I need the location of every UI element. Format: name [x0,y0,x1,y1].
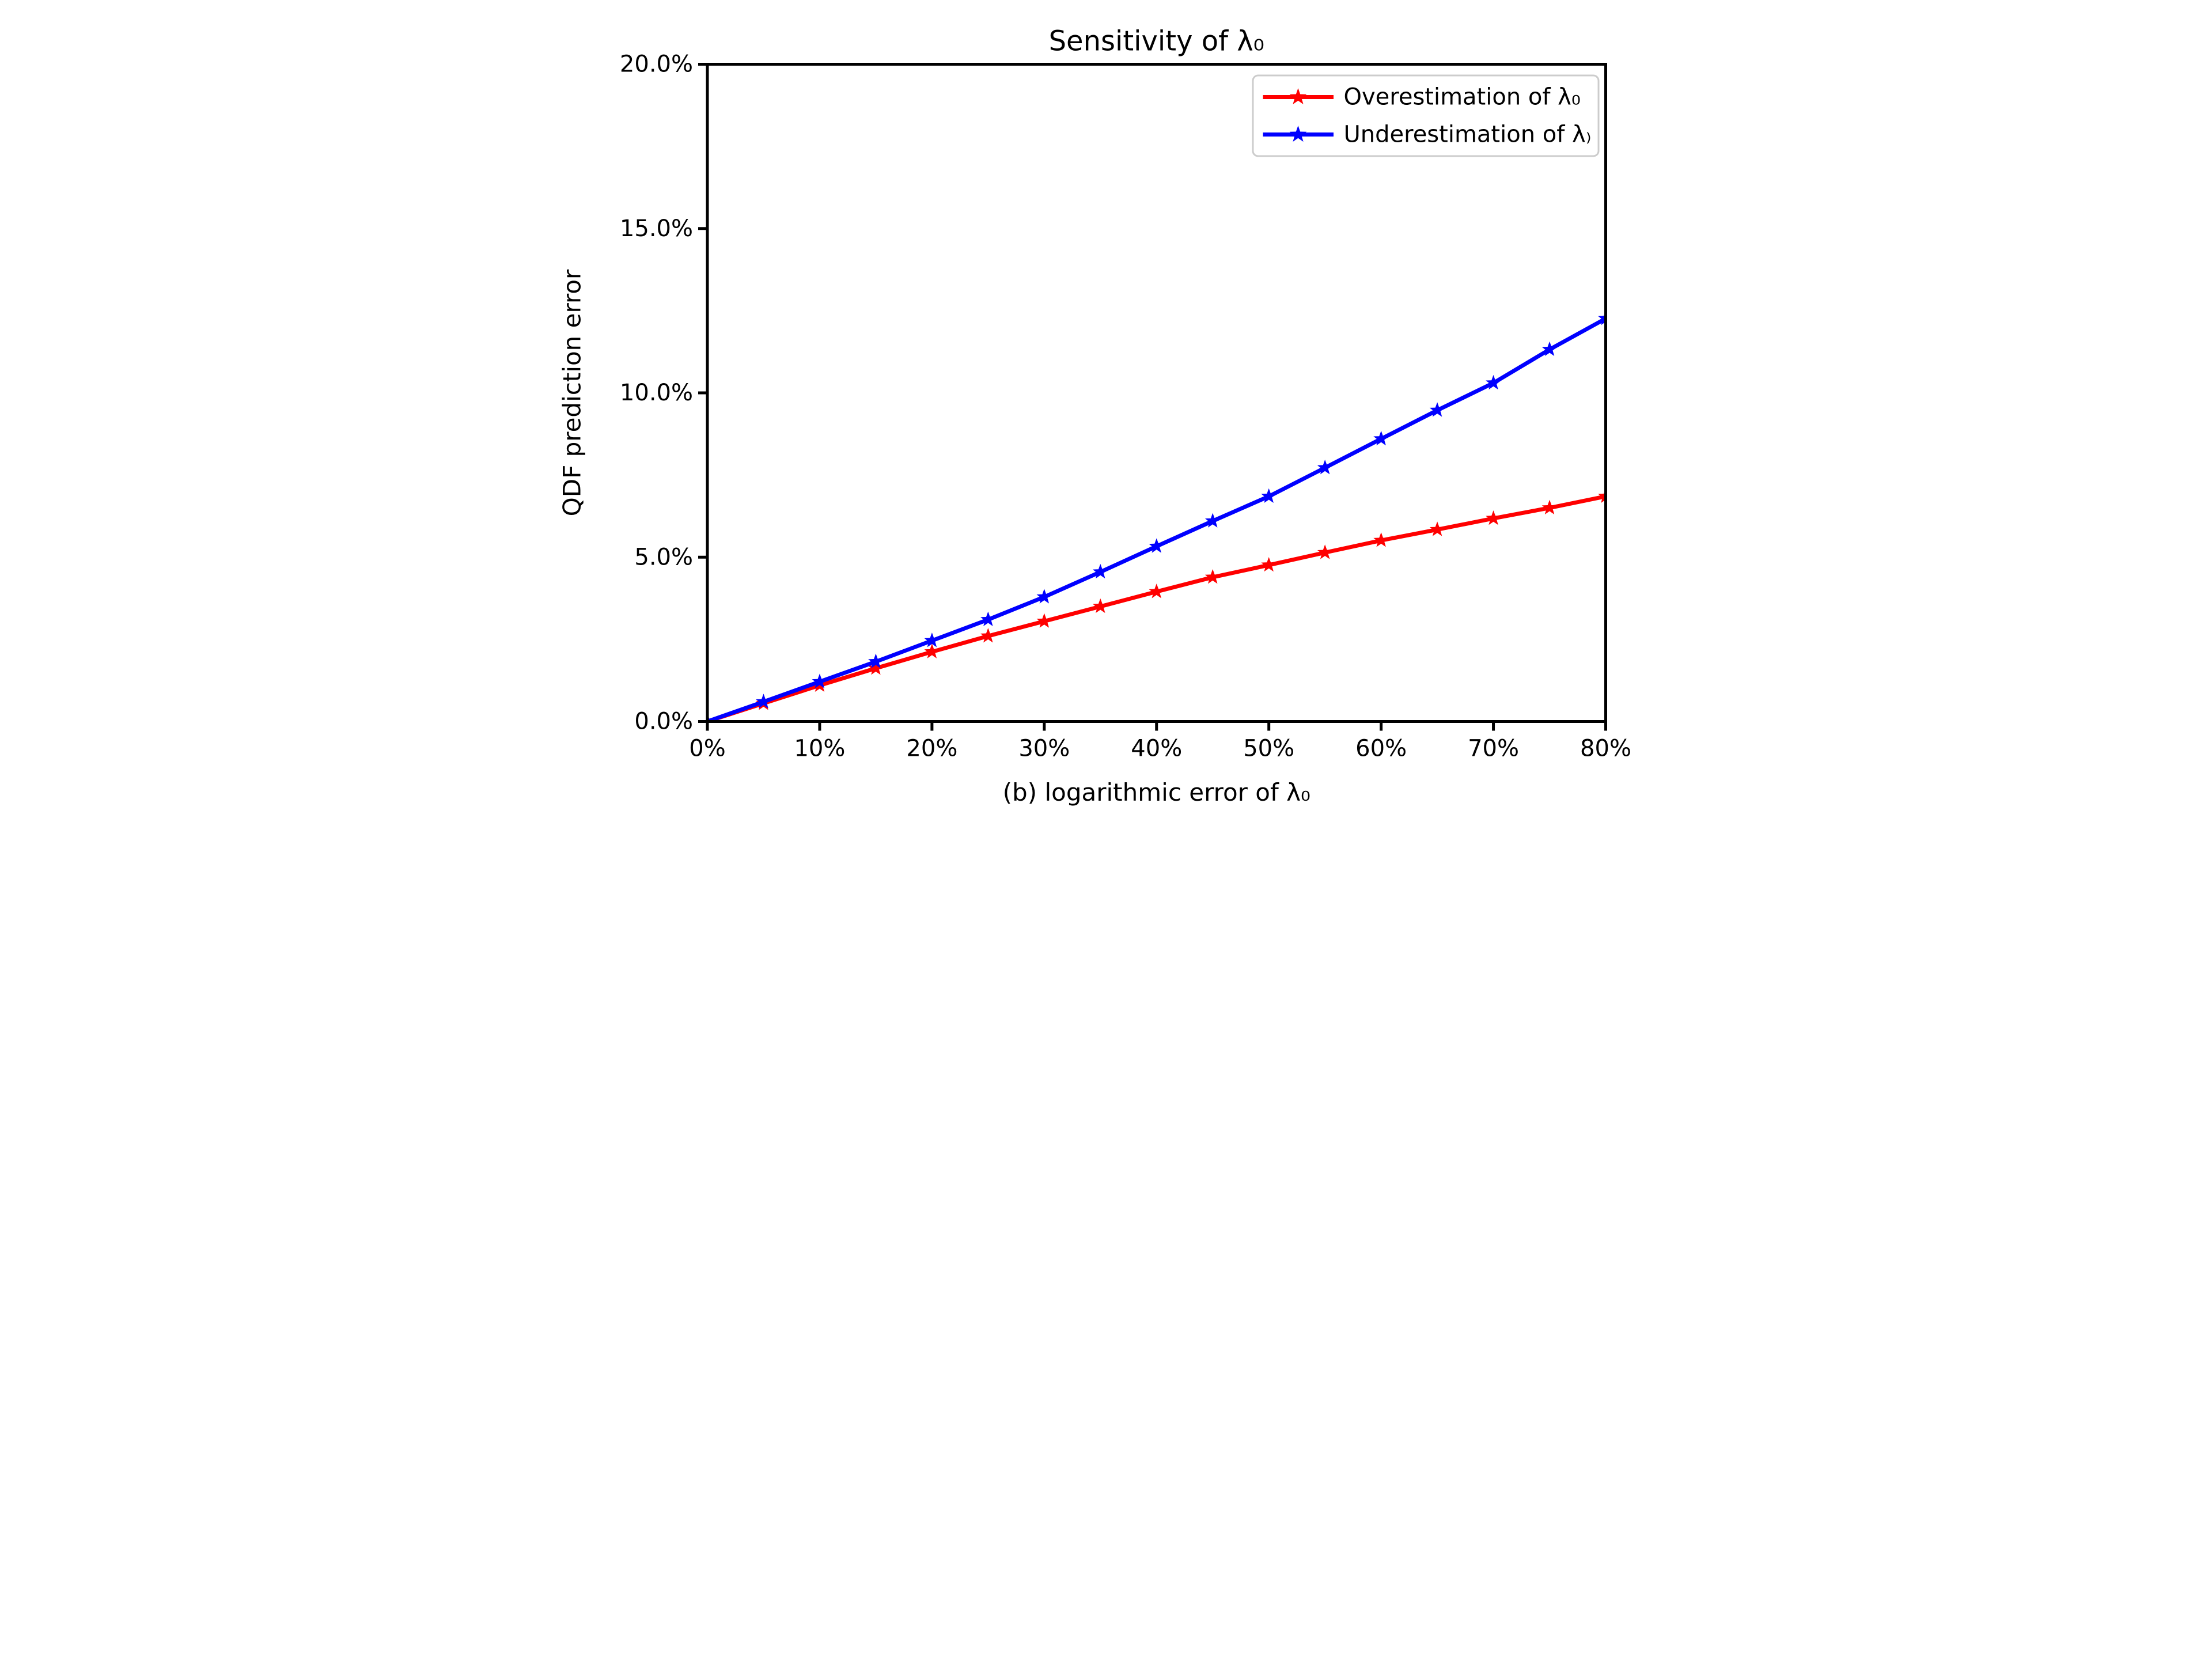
star-marker [1092,563,1108,579]
star-marker [980,611,996,626]
x-tick-label: 70% [1468,736,1519,762]
star-marker [1036,613,1052,628]
star-marker [1317,460,1333,475]
x-tick-label: 50% [1243,736,1294,762]
star-marker [1486,510,1501,525]
legend-star-marker [1289,88,1307,105]
legend-star-marker [1289,126,1307,142]
star-marker [868,653,884,668]
star-marker [707,713,715,722]
y-axis-label: QDF prediction error [558,269,586,516]
x-tick-label: 20% [906,736,957,762]
figure: 0% 10% 20% 30% 40% 50% 60% 70% 80% 0.0% 5.0% 10.0% 1… [553,0,1659,830]
x-tick-label: 30% [1018,736,1070,762]
star-marker [1036,589,1052,604]
chart-title: Sensitivity of λ₀ [1049,25,1264,58]
star-marker [1149,538,1165,553]
chart-canvas: 0% 10% 20% 30% 40% 50% 60% 70% 80% 0.0% 5.0% 10.0% 1… [553,0,1659,830]
legend-box [1252,74,1600,157]
legend-label: Overestimation of λ₀ [1344,84,1581,111]
star-marker [1149,584,1165,599]
star-marker [1598,310,1606,325]
star-marker [980,628,996,643]
star-marker [1205,513,1221,528]
y-tick-label: 0.0% [634,709,693,735]
star-marker [1261,488,1277,503]
x-tick-label: 80% [1580,736,1631,762]
star-marker [1205,569,1221,584]
star-marker [1373,430,1389,446]
x-tick-label: 0% [689,736,725,762]
x-tick-label: 40% [1131,736,1182,762]
star-marker [1541,341,1558,356]
star-marker [868,660,884,675]
star-marker [1429,402,1445,417]
legend-label: Underestimation of λ₎ [1344,122,1592,148]
y-tick-label: 10.0% [620,380,693,406]
star-marker [1598,488,1606,503]
star-marker [1486,374,1501,390]
y-tick-label: 15.0% [620,215,693,242]
star-marker [1373,532,1389,547]
y-tick-label: 5.0% [634,544,693,570]
star-marker [1541,499,1558,514]
star-marker [1317,544,1333,559]
star-marker [924,643,940,658]
star-marker [1092,598,1108,613]
x-tick-label: 60% [1355,736,1407,762]
star-marker [1261,556,1277,572]
legend: Overestimation of λ₀ Underestimation of λ… [1252,74,1600,157]
plot-border [706,63,1607,723]
star-marker [1429,521,1445,536]
star-marker [812,673,828,688]
x-tick-label: 10% [794,736,845,762]
star-marker [924,632,940,647]
star-marker [756,694,771,709]
y-tick-label: 20.0% [620,51,693,78]
x-axis-label: (b) logarithmic error of λ₀ [1003,778,1310,806]
